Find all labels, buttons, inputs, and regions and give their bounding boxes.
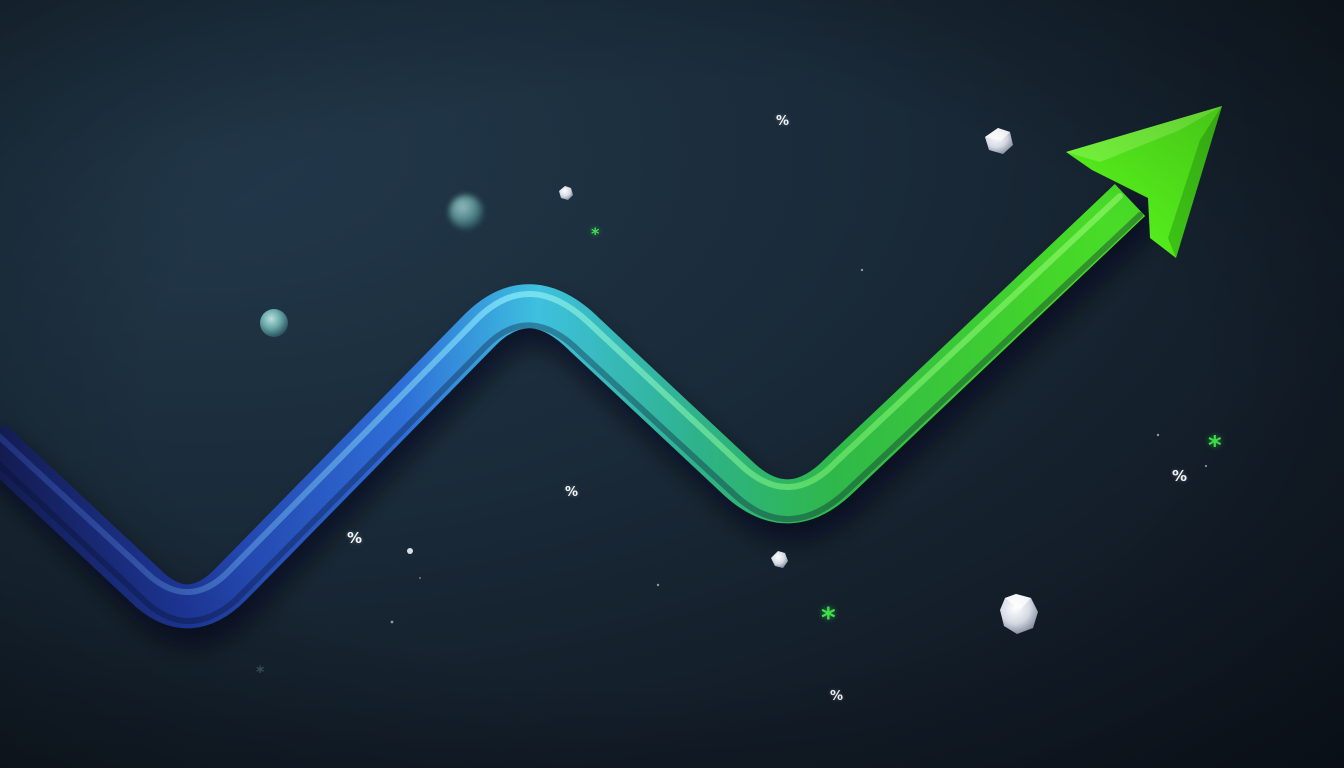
blurred-orb (449, 195, 483, 229)
cube-icon (985, 128, 1013, 154)
trend-arrow-body (0, 184, 1146, 629)
asterisk-symbol: * (1208, 431, 1222, 461)
orb (260, 309, 288, 337)
percent-symbol: % (776, 114, 790, 129)
percent-symbol: % (347, 529, 363, 547)
percent-symbol: % (565, 485, 579, 500)
cube-icon (771, 551, 788, 568)
asterisk-symbol: * (591, 224, 600, 243)
cube-icon (559, 186, 573, 200)
asterisk-symbol: * (821, 601, 836, 634)
gem-icon (1000, 594, 1038, 634)
asterisk-symbol: * (256, 662, 265, 681)
percent-symbol: % (830, 689, 844, 704)
percent-symbol: % (1172, 467, 1188, 485)
